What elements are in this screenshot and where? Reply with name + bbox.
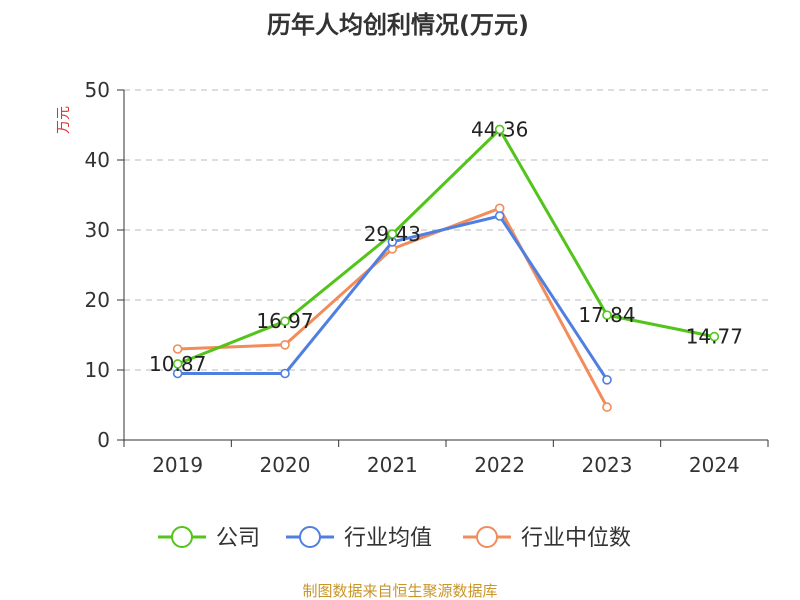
legend-item[interactable]: 行业均值 bbox=[286, 526, 432, 551]
data-point bbox=[494, 203, 505, 214]
data-point bbox=[172, 368, 183, 379]
legend-label: 公司 bbox=[216, 526, 260, 551]
data-point bbox=[280, 316, 290, 327]
x-tick-label: 2024 bbox=[689, 453, 740, 477]
data-point bbox=[494, 124, 505, 135]
data-label: 16.97 bbox=[256, 309, 313, 333]
data-point bbox=[602, 402, 612, 412]
series-line-company bbox=[177, 128, 715, 366]
legend[interactable]: 公司 行业均值 行业中位数 bbox=[158, 526, 631, 551]
legend-label: 行业中位数 bbox=[521, 526, 631, 551]
data-point bbox=[494, 211, 505, 221]
legend-label: 行业均值 bbox=[344, 526, 432, 551]
data-point bbox=[602, 374, 612, 385]
data-label: 29.43 bbox=[364, 222, 421, 246]
legend-marker bbox=[476, 526, 498, 548]
y-tick-label: 10 bbox=[85, 358, 110, 382]
x-tick-label: 2022 bbox=[474, 453, 525, 477]
legend-marker bbox=[299, 526, 321, 548]
legend-item[interactable]: 行业中位数 bbox=[463, 526, 631, 551]
y-tick-label: 40 bbox=[85, 148, 110, 172]
y-tick-label: 30 bbox=[85, 218, 110, 242]
data-label: 17.84 bbox=[578, 303, 635, 327]
data-label: 14.77 bbox=[686, 325, 743, 349]
source-note: 制图数据来自恒生聚源数据库 bbox=[302, 582, 497, 600]
legend-marker bbox=[171, 526, 193, 548]
data-point bbox=[280, 339, 290, 350]
x-tick-label: 2020 bbox=[260, 453, 311, 477]
data-point bbox=[172, 344, 183, 354]
y-axis-unit-label: 万元 bbox=[56, 106, 72, 134]
chart-title: 历年人均创利情况(万元) bbox=[267, 11, 529, 39]
data-point bbox=[280, 368, 290, 379]
data-point bbox=[602, 310, 612, 320]
y-tick-label: 20 bbox=[85, 288, 110, 312]
x-axis: 2019 2020 2021 2022 2023 2024 bbox=[123, 439, 769, 477]
y-tick-label: 50 bbox=[85, 78, 110, 102]
legend-item[interactable]: 公司 bbox=[158, 526, 260, 551]
data-label: 44.36 bbox=[471, 117, 528, 141]
data-point bbox=[387, 229, 398, 239]
data-label: 10.87 bbox=[149, 352, 206, 376]
data-point bbox=[709, 331, 720, 342]
x-tick-label: 2019 bbox=[152, 453, 203, 477]
x-tick-label: 2023 bbox=[582, 453, 633, 477]
y-tick-label: 0 bbox=[97, 428, 110, 452]
series-group bbox=[172, 124, 720, 412]
y-axis-ticks: 0 10 20 30 40 50 bbox=[85, 78, 125, 452]
x-tick-label: 2021 bbox=[367, 453, 418, 477]
data-labels: 10.87 16.97 29.43 44.36 17.84 14.77 bbox=[149, 117, 743, 375]
data-point bbox=[172, 359, 183, 369]
